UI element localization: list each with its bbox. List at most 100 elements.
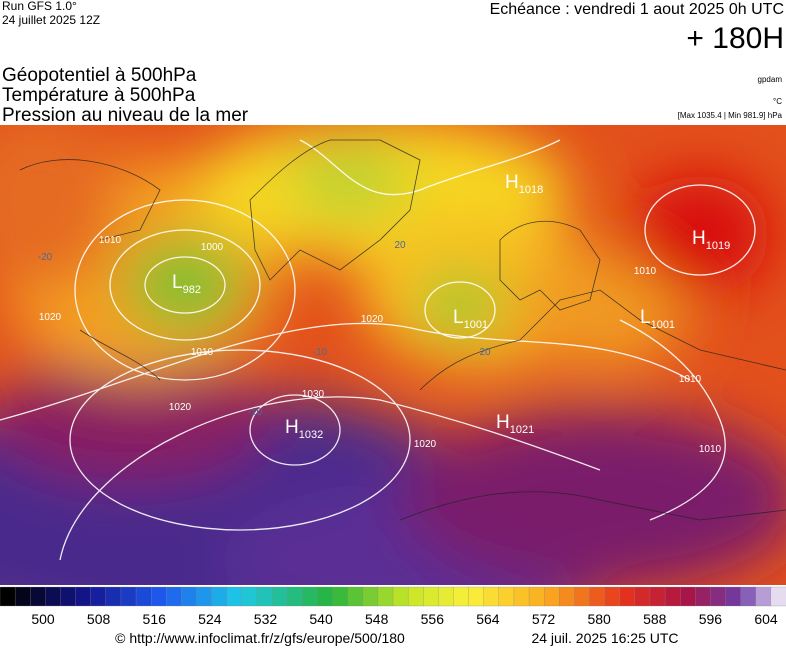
colorbar-swatch	[14, 586, 31, 607]
pressure-center: L1001	[453, 307, 488, 331]
colorbar-swatch	[513, 586, 530, 607]
pressure-center: L1001	[640, 307, 675, 331]
center-value: 1018	[519, 184, 543, 196]
colorbar-swatch	[528, 586, 545, 607]
colorbar-swatch	[604, 586, 621, 607]
colorbar: 500 508 516 524 532 540 548 556 564 572 580 588 596 6…	[0, 586, 786, 627]
colorbar-tick-label: 556	[421, 611, 445, 627]
valid-time: Echéance : vendredi 1 aout 2025 0h UTC	[490, 1, 784, 18]
colorbar-swatch	[271, 586, 288, 607]
colorbar-swatch	[574, 586, 590, 607]
colorbar-tick-label: 524	[198, 611, 222, 627]
colorbar-swatch	[287, 586, 303, 607]
pressure-center: H1018	[505, 172, 543, 196]
source-url: © http://www.infoclimat.fr/z/gfs/europe/…	[115, 630, 405, 646]
colorbar-tick-label: 500	[31, 611, 55, 627]
center-value: 1032	[299, 429, 323, 441]
pressure-center: L982	[172, 272, 201, 296]
colorbar-swatch	[151, 586, 167, 607]
center-type: L	[172, 272, 183, 293]
map	[0, 125, 786, 585]
colorbar-swatch	[559, 586, 575, 607]
colorbar-swatch	[498, 586, 515, 607]
colorbar-swatch	[755, 586, 772, 607]
colorbar-tick-label: 540	[309, 611, 333, 627]
colorbar-tick-label: 564	[476, 611, 500, 627]
unit-label: [Max 1035.4 | Min 981.9] hPa	[678, 111, 783, 120]
colorbar-swatch	[120, 586, 137, 607]
center-value: 1001	[464, 319, 488, 331]
pressure-center: H1032	[285, 417, 323, 441]
colorbar-swatch	[166, 586, 182, 607]
colorbar-swatch	[680, 586, 696, 607]
colorbar-swatch	[75, 586, 92, 607]
colorbar-swatch	[60, 586, 77, 607]
center-type: L	[453, 307, 464, 328]
colorbar-swatch	[770, 586, 786, 607]
run-label: Run GFS 1.0°	[2, 0, 77, 13]
field-title: Pression au niveau de la mer	[2, 105, 249, 126]
colorbar-swatch	[483, 586, 500, 607]
colorbar-swatch	[725, 586, 742, 607]
temperature-label: -10	[248, 407, 263, 418]
colorbar-swatch	[211, 586, 228, 607]
colorbar-swatch	[544, 586, 560, 607]
colorbar-tick-label: 516	[143, 611, 167, 627]
colorbar-swatch	[302, 586, 318, 607]
colorbar-swatch	[377, 586, 394, 607]
colorbar-swatch	[181, 586, 197, 607]
colorbar-swatch	[664, 586, 681, 607]
colorbar-swatch	[347, 586, 364, 607]
colorbar-swatch	[30, 586, 46, 607]
isobar-label: 1010	[191, 347, 214, 358]
colorbar-swatch	[740, 586, 757, 607]
isobar-label: 1020	[169, 402, 192, 413]
center-value: 1001	[651, 319, 675, 331]
center-type: H	[692, 228, 706, 249]
isobar-label: 1020	[414, 439, 437, 450]
colorbar-swatch	[241, 586, 258, 607]
colorbar-swatch	[634, 586, 651, 607]
pressure-center: H1019	[692, 228, 730, 252]
colorbar-swatch	[226, 586, 243, 607]
isobar-label: 1020	[39, 312, 62, 323]
isobar-label: 1020	[361, 314, 384, 325]
field-title: Température à 500hPa	[2, 85, 196, 106]
center-type: L	[640, 307, 651, 328]
colorbar-swatch	[196, 586, 213, 607]
pressure-center: H1021	[496, 412, 534, 436]
run-date: 24 juillet 2025 12Z	[2, 13, 100, 27]
colorbar-swatch	[45, 586, 61, 607]
colorbar-swatch	[649, 586, 666, 607]
lead-time: + 180H	[686, 22, 784, 55]
colorbar-swatch	[407, 586, 424, 607]
isobar-label: 1010	[99, 235, 122, 246]
colorbar-swatch	[438, 586, 454, 607]
center-value: 982	[183, 284, 201, 296]
colorbar-swatch	[589, 586, 606, 607]
colorbar-swatch	[392, 586, 409, 607]
center-type: H	[285, 417, 299, 438]
center-value: 1019	[706, 240, 730, 252]
unit-label: gpdam	[758, 75, 783, 84]
colorbar-swatch	[695, 586, 711, 607]
colorbar-swatch	[619, 586, 636, 607]
colorbar-swatch	[710, 586, 726, 607]
unit-label: °C	[773, 97, 782, 106]
temperature-label: -20	[38, 252, 53, 263]
colorbar-tick-label: 508	[87, 611, 111, 627]
center-type: H	[496, 412, 510, 433]
colorbar-tick-label: 596	[699, 611, 723, 627]
colorbar-tick-label: 580	[587, 611, 611, 627]
colorbar-tick-label: 532	[254, 611, 278, 627]
generated-time: 24 juil. 2025 16:25 UTC	[531, 630, 678, 646]
colorbar-tick-label: 548	[365, 611, 389, 627]
temperature-label: -10	[313, 347, 328, 358]
colorbar-swatch	[317, 586, 333, 607]
temperature-label: 20	[479, 347, 491, 358]
colorbar-swatch	[135, 586, 152, 607]
isobar-label: 1030	[302, 389, 325, 400]
field-title: Géopotentiel à 500hPa	[2, 65, 197, 86]
colorbar-swatch	[453, 586, 470, 607]
